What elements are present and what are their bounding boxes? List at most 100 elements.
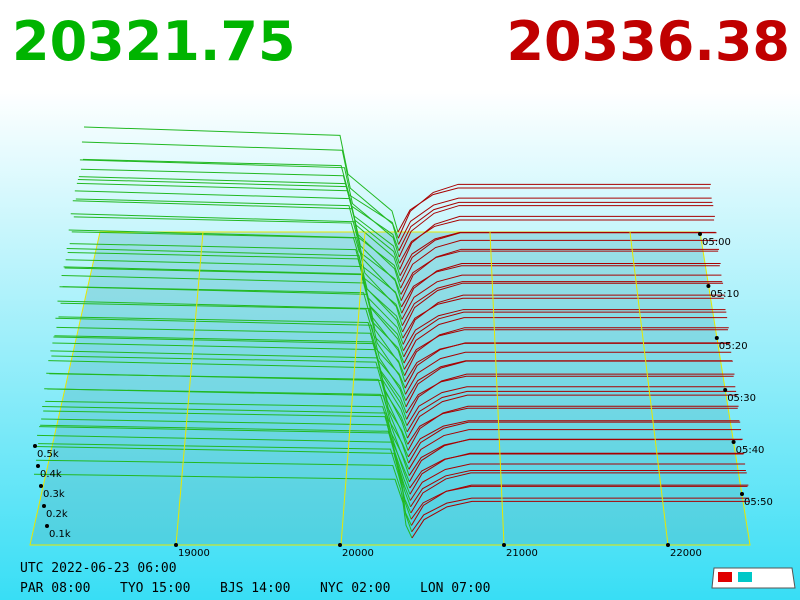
- bid-depth-line: [36, 459, 412, 526]
- bid-depth-line: [73, 216, 402, 295]
- bid-depth-line: [38, 443, 412, 514]
- time-label: 05:00: [702, 237, 731, 248]
- floor-guide: [340, 231, 366, 546]
- price-label-dot: [338, 543, 342, 547]
- ask-depth-line: [400, 265, 720, 308]
- bid-depth-line: [33, 473, 413, 539]
- ask-depth-line: [401, 281, 723, 326]
- time-label-dot: [723, 388, 728, 392]
- ask-depth-line: [408, 429, 742, 470]
- ask-depth-line: [397, 187, 710, 233]
- floor-guide: [175, 231, 204, 546]
- price-label: 22000: [670, 548, 702, 559]
- zone-clock: PAR 08:00: [20, 581, 90, 596]
- ask-depth-line: [407, 405, 739, 451]
- ask-depth-line: [398, 201, 713, 251]
- time-label-dot: [706, 284, 711, 288]
- bid-depth-line: [43, 410, 410, 482]
- bid-depth-line: [47, 388, 409, 458]
- zone-clock: LON 07:00: [420, 581, 490, 596]
- ask-depth-line: [410, 469, 746, 508]
- ask-depth-line: [407, 420, 740, 458]
- ask-depth-line: [404, 351, 732, 395]
- floor-guide: [489, 231, 505, 546]
- time-label-dot: [740, 492, 744, 496]
- depth-label: 0.4k: [40, 469, 62, 480]
- ask-depth-line: [409, 463, 746, 501]
- ask-depth-line: [397, 183, 711, 239]
- depth-label: 0.2k: [46, 509, 68, 520]
- time-label: 05:10: [710, 289, 739, 300]
- ask-depth-line: [411, 500, 750, 539]
- time-label-dot: [714, 336, 719, 340]
- floor-guide: [629, 231, 669, 546]
- ask-depth-line: [410, 484, 749, 526]
- price-label: 20000: [342, 548, 374, 559]
- ask-depth-line: [404, 327, 729, 376]
- ask-depth-line: [399, 232, 717, 283]
- ask-depth-line: [398, 205, 714, 258]
- zone-clock: BJS 14:00: [220, 581, 290, 596]
- depth-label-dot: [33, 444, 37, 448]
- ask-depth-line: [401, 263, 721, 314]
- price-label-dot: [666, 543, 670, 547]
- ask-price: 20336.38: [506, 10, 790, 73]
- ask-depth-line: [405, 360, 733, 408]
- glasses-icon: [711, 567, 796, 589]
- zone-clock: NYC 02:00: [320, 581, 390, 596]
- ask-depth-line: [406, 373, 735, 420]
- ask-depth-line: [400, 248, 719, 301]
- ask-depth-line: [404, 342, 731, 389]
- depth-label-dot: [45, 524, 49, 528]
- bid-depth-line: [66, 248, 404, 339]
- time-label: 05:50: [744, 497, 773, 508]
- bid-depth-line: [57, 300, 406, 395]
- ask-depth-line: [403, 329, 728, 370]
- depth-label-dot: [42, 504, 46, 508]
- ask-depth-line: [406, 390, 737, 433]
- bid-depth-line: [79, 159, 400, 258]
- ask-depth-line: [402, 297, 724, 339]
- price-label: 21000: [506, 548, 538, 559]
- ask-depth-line: [409, 452, 745, 495]
- ask-depth-line: [406, 394, 737, 439]
- time-label-dot: [698, 232, 702, 236]
- bid-depth-line: [55, 317, 407, 408]
- depth-label-dot: [39, 484, 43, 488]
- ask-depth-line: [399, 215, 715, 270]
- bid-depth-line: [81, 141, 400, 245]
- ask-depth-line: [408, 421, 741, 464]
- bid-depth-line: [37, 434, 412, 520]
- ask-depth-line: [411, 497, 750, 533]
- depth-label: 0.1k: [49, 529, 71, 540]
- price-label: 19000: [178, 548, 210, 559]
- bid-depth-line: [48, 360, 409, 451]
- depth-lines: [33, 126, 750, 539]
- ask-depth-line: [403, 311, 727, 358]
- utc-clock: UTC 2022-06-23 06:00: [20, 561, 177, 576]
- ask-depth-line: [403, 317, 728, 364]
- bid-depth-line: [83, 126, 399, 233]
- ask-depth-line: [406, 386, 736, 426]
- bid-depth-line: [46, 372, 410, 464]
- bid-depth-line: [68, 229, 403, 326]
- ask-depth-line: [402, 282, 724, 333]
- bid-depth-line: [42, 406, 411, 489]
- price-label-dot: [174, 543, 178, 547]
- bid-depth-line: [58, 316, 406, 389]
- time-label: 05:30: [727, 393, 756, 404]
- bid-depth-line: [75, 198, 401, 283]
- ask-depth-line: [402, 309, 726, 351]
- zone-clock: TYO 15:00: [120, 581, 190, 596]
- bid-depth-line: [62, 286, 405, 364]
- time-label: 05:20: [719, 341, 748, 352]
- depth-label: 0.5k: [37, 449, 59, 460]
- time-label-dot: [731, 440, 736, 444]
- depth-label: 0.3k: [43, 489, 65, 500]
- bid-depth-line: [72, 200, 402, 301]
- ask-depth-line: [410, 472, 747, 514]
- ask-depth-line: [408, 438, 743, 483]
